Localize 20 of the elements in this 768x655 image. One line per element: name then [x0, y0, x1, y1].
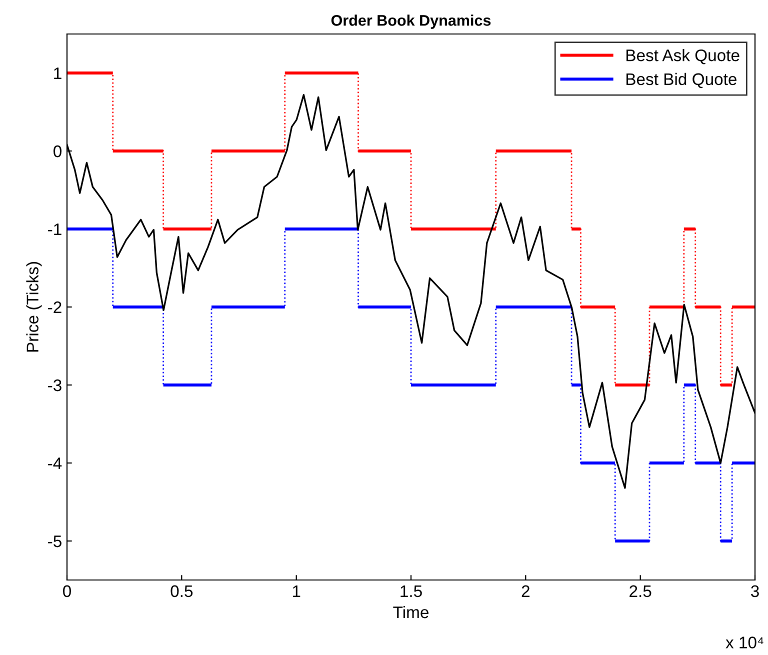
- y-tick-label: -4: [48, 458, 62, 470]
- y-tick-label: -3: [48, 379, 62, 392]
- chart-title: Order Book Dynamics: [331, 14, 491, 29]
- y-tick-label: -1: [48, 224, 62, 236]
- x-tick-label: 2.5: [630, 585, 652, 598]
- x-tick-label: 0.5: [170, 585, 193, 598]
- y-axis-title: Price (Ticks): [26, 262, 42, 352]
- x-tick-label: 3: [751, 585, 759, 598]
- y-tick-label: -2: [48, 301, 62, 314]
- legend-label: Best Bid Quote: [626, 72, 736, 88]
- y-tick-label: 1: [54, 68, 62, 80]
- y-tick-label: -5: [48, 536, 62, 548]
- y-tick-label: 0: [54, 145, 62, 158]
- x-tick-label: 1: [292, 585, 300, 597]
- x-axis-title: Time: [393, 606, 428, 618]
- x-tick-label: 0: [63, 585, 71, 598]
- x-tick-label: 1.5: [400, 585, 422, 598]
- legend-label: Best Ask Quote: [626, 49, 740, 64]
- text: x 10⁴: [726, 636, 764, 648]
- x-tick-label: 2: [522, 585, 530, 597]
